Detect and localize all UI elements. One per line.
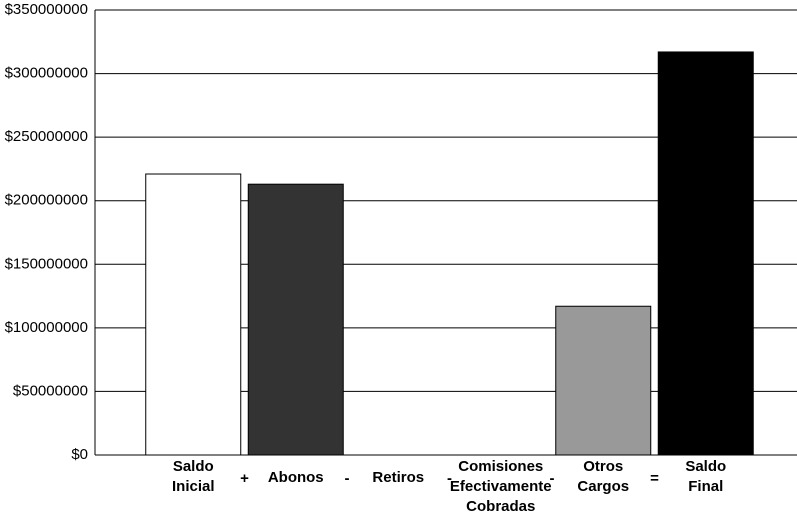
bar — [247, 183, 344, 456]
x-tick-line: Cobradas — [466, 498, 535, 515]
x-tick-line: Retiros — [372, 469, 424, 486]
x-tick-line: Saldo — [173, 458, 214, 475]
operator: - — [447, 470, 452, 487]
operator: + — [240, 470, 249, 487]
bar — [555, 305, 652, 456]
x-tick-line: Cargos — [577, 478, 629, 495]
bar — [657, 51, 754, 456]
x-tick-label: Saldo Inicial — [172, 458, 215, 495]
operator: - — [345, 470, 350, 487]
y-tick-label: $100000000 — [5, 319, 88, 336]
bar — [145, 173, 242, 456]
y-tick-label: $0 — [71, 446, 88, 463]
x-tick-line: Comisiones — [458, 458, 543, 475]
x-tick-line: Otros — [583, 458, 623, 475]
y-tick-label: $350000000 — [5, 1, 88, 18]
operator: - — [550, 470, 555, 487]
y-tick-label: $250000000 — [5, 128, 88, 145]
y-tick-label: $50000000 — [13, 382, 88, 399]
x-tick-line: Inicial — [172, 478, 215, 495]
x-tick-label: Saldo Final — [685, 458, 726, 495]
y-tick-label: $200000000 — [5, 192, 88, 209]
x-tick-line: Final — [688, 478, 723, 495]
x-tick-line: Abonos — [268, 469, 324, 486]
y-tick-label: $300000000 — [5, 65, 88, 82]
y-tick-label: $150000000 — [5, 255, 88, 272]
x-tick-label: Otros Cargos — [577, 458, 629, 495]
x-tick-label: Comisiones Efectivamente Cobradas — [450, 458, 552, 515]
x-tick-line: Saldo — [685, 458, 726, 475]
operator: = — [650, 470, 659, 487]
x-tick-line: Efectivamente — [450, 478, 552, 495]
x-tick-label: Retiros — [372, 469, 424, 486]
x-tick-label: Abonos — [268, 469, 324, 486]
